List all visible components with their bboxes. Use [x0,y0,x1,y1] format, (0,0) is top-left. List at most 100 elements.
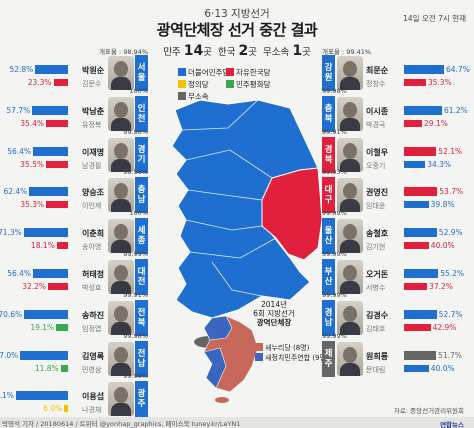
inset-line-1: 2014년 [261,300,287,309]
runner-bar [404,160,426,168]
runner-name: 김태호 [366,324,386,333]
winner-name: 송철호 [366,229,389,239]
winner-name: 박남춘 [82,106,105,116]
candidate-photo [337,178,363,213]
winner-bar [35,65,68,74]
count-rate: 99.91% [322,127,347,136]
winner-pct: 55.2% [440,269,465,278]
winner-pct: 51.7% [438,350,462,360]
count-rate: 99.99% [322,290,347,299]
runner-name: 김기현 [366,243,386,252]
winner-name: 양승조 [82,188,105,198]
winner-bar [404,146,437,156]
runner-name: 송아영 [82,243,102,252]
winner-pct: 56.4% [7,269,32,278]
runner-name: 남경필 [82,161,102,170]
gyeongbuk-hankook-area [261,167,323,261]
winner-bar [404,187,438,197]
winner-bar [404,309,437,319]
candidate-photo [108,219,134,254]
candidate-photo [337,137,363,172]
legend-item: 더불어민주당 [178,67,229,78]
legend-item: 자유한국당 [226,67,271,78]
summary-party-b: 한국 [217,47,236,58]
runner-bar [404,323,431,331]
inset-line-3: 광역단체장 [256,318,292,327]
winner-bar [32,105,68,115]
runner-pct: 18.1% [30,241,55,251]
runner-pct: 23.3% [27,78,52,87]
count-rate: 99.99% [123,250,148,258]
source-note: 자료: 중앙선거관리위원회 [393,407,464,415]
summary-unit: 곳 [302,47,311,58]
winner-pct: 70.6% [0,309,23,319]
inset-2014-blue [203,315,233,389]
candidate-photo [108,137,134,172]
count-rate: 99.98% [322,86,347,95]
runner-pct: 32.2% [22,282,47,291]
runner-name: 이인제 [82,202,102,211]
count-rate: 개표율 : 99.41% [322,48,372,56]
region-card-경남: 99.99% 경 남 김경수 김태호 52.7% 42.9% [322,291,470,343]
winner-name: 송하진 [82,310,105,320]
winner-name: 이시종 [366,106,389,116]
candidate-photo [337,219,363,254]
runner-bar [404,201,429,209]
legend-label: 더불어민주당 [188,68,230,77]
runner-pct: 29.1% [424,118,448,128]
winner-pct: 52.8% [9,65,34,74]
footer-credit: 박영석 기자 / 20180614 / 트위터 @yonhap_graphics… [0,417,474,428]
candidate-photo [108,300,134,335]
runner-pct: 6.0% [43,404,63,414]
candidate-photo [108,341,134,376]
count-rate: 99.99% [322,209,347,218]
runner-name: 박경국 [366,120,386,129]
region-card-대전: 99.99% 대 전 허태정 박성효 56.4% 32.2% [2,250,150,302]
runner-pct: 35.3% [427,78,452,87]
winner-bar [24,309,68,319]
winner-name: 권영진 [366,188,389,198]
inset-legend-swatch [255,353,263,361]
legend-swatch [226,68,234,76]
runner-name: 정창수 [366,80,386,88]
winner-name: 이철우 [366,147,389,157]
winner-pct: 64.7% [446,65,470,74]
winner-name: 김영록 [82,351,105,361]
winner-name: 김경수 [366,310,389,320]
candidate-photo [108,96,134,131]
runner-bar [404,79,426,86]
winner-pct: 52.7% [438,309,463,319]
count-rate: 98.56% [123,168,148,177]
winner-pct: 52.9% [438,228,463,238]
winner-pct: 52.1% [438,146,463,156]
legend-label: 자유한국당 [236,68,271,77]
count-rate: 100% [129,209,148,218]
legend-swatch [178,92,186,100]
runner-bar [404,119,423,127]
winner-bar [404,65,444,74]
runner-name: 유정복 [82,120,102,129]
winner-pct: 53.7% [439,187,464,197]
runner-bar [56,323,68,331]
summary-count-c: 1 [292,43,303,59]
region-card-세종: 100% 세 종 이춘희 송아영 71.3% 18.1% [0,209,150,261]
inset-legend: 새누리당 (8명) 새정치민주연합 (9명) [255,343,329,363]
runner-name: 오중기 [366,161,386,170]
runner-name: 임정엽 [82,324,102,333]
winner-pct: 84.1% [0,391,14,401]
count-rate: 99.93% [322,168,347,177]
runner-bar [45,160,68,168]
candidate-photo [337,96,363,131]
winner-pct: 57.7% [6,105,31,115]
winner-name: 최문순 [366,66,389,75]
